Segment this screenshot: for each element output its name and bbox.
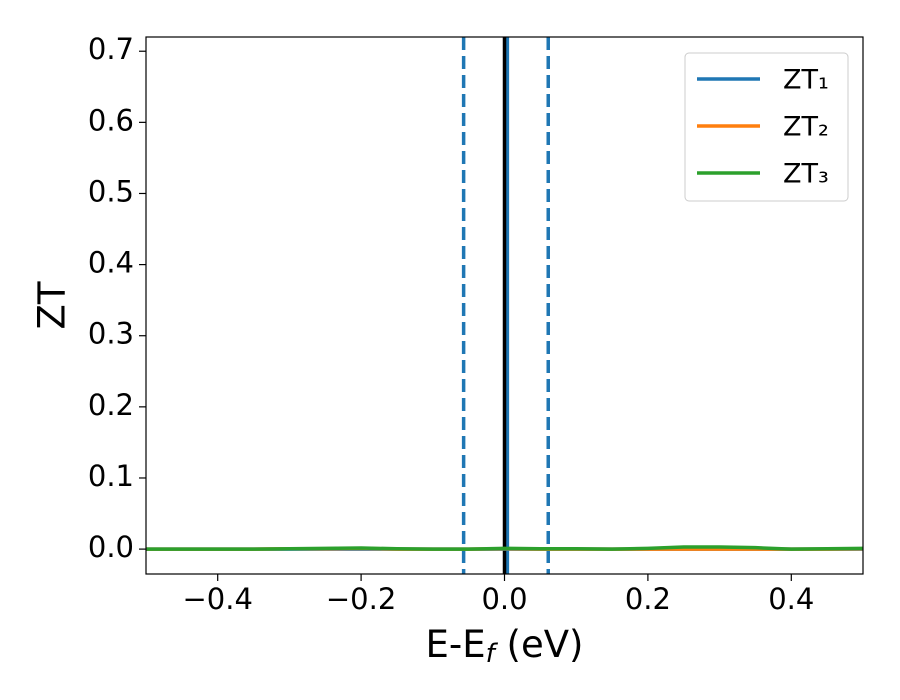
y-axis-label: ZT: [31, 281, 74, 329]
legend-box: [684, 52, 849, 202]
y-tick-label: 0.1: [88, 459, 134, 493]
series-line: [146, 545, 863, 551]
y-tick-label: 0.6: [88, 103, 134, 137]
y-tick-label: 0.2: [88, 388, 134, 422]
legend-label: ZT₃: [783, 159, 829, 190]
x-tick-label: 0.2: [625, 582, 671, 616]
x-axis-label-part: (eV): [495, 623, 584, 666]
x-axis-label-part: E-E: [426, 623, 486, 666]
y-tick-label: 0.3: [88, 317, 134, 351]
y-tick-label: 0.7: [88, 32, 134, 66]
y-tick-label: 0.4: [88, 246, 134, 280]
x-tick-label: −0.4: [182, 582, 252, 616]
legend-label: ZT₁: [783, 65, 829, 96]
y-tick-label: 0.0: [88, 530, 134, 564]
x-tick-label: 0.4: [768, 582, 814, 616]
x-tick-label: 0.0: [481, 582, 527, 616]
legend-label: ZT₂: [783, 112, 829, 143]
axes-frame: [145, 36, 864, 575]
y-tick-label: 0.5: [88, 174, 134, 208]
plot-area: [146, 37, 863, 574]
x-axis-label: E-Ef (eV): [426, 623, 584, 669]
x-tick-label: −0.2: [326, 582, 396, 616]
